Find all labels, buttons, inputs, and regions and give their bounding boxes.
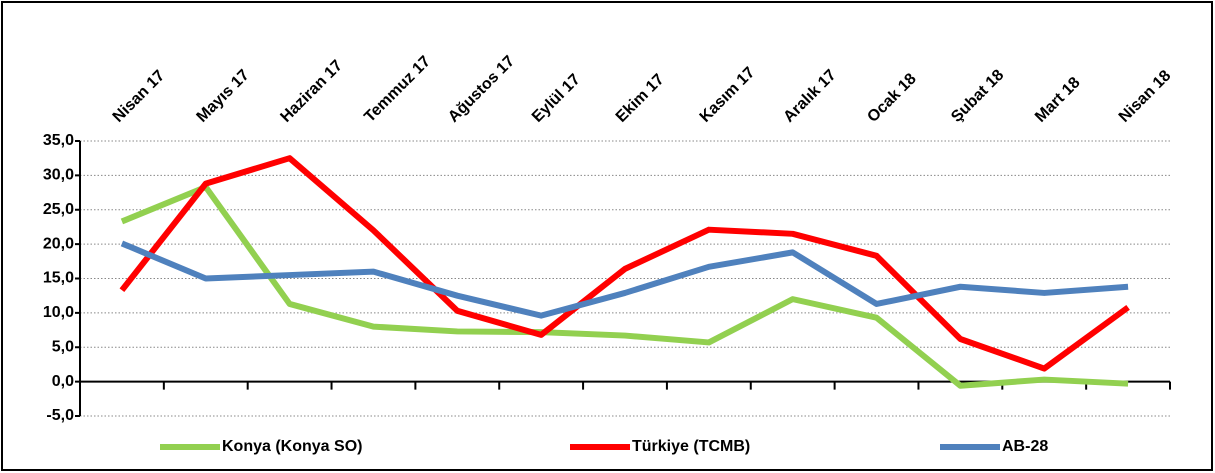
series-line: [120, 184, 1129, 389]
series-line: [119, 155, 1130, 372]
y-tick-label: 15,0: [43, 270, 74, 287]
y-tick-label: 25,0: [43, 201, 74, 218]
y-tick-label: 5,0: [52, 338, 74, 355]
y-tick-label: 35,0: [43, 132, 74, 149]
legend-label: AB-28: [1002, 438, 1048, 455]
y-tick-label: 20,0: [43, 235, 74, 252]
y-tick-label: 30,0: [43, 167, 74, 184]
legend-label: Türkiye (TCMB): [632, 438, 750, 455]
y-tick-label: 0,0: [52, 373, 74, 390]
y-tick-label: -5,0: [46, 407, 74, 424]
series-line: [120, 240, 1129, 319]
legend-label: Konya (Konya SO): [222, 438, 362, 455]
y-tick-label: 10,0: [43, 304, 74, 321]
